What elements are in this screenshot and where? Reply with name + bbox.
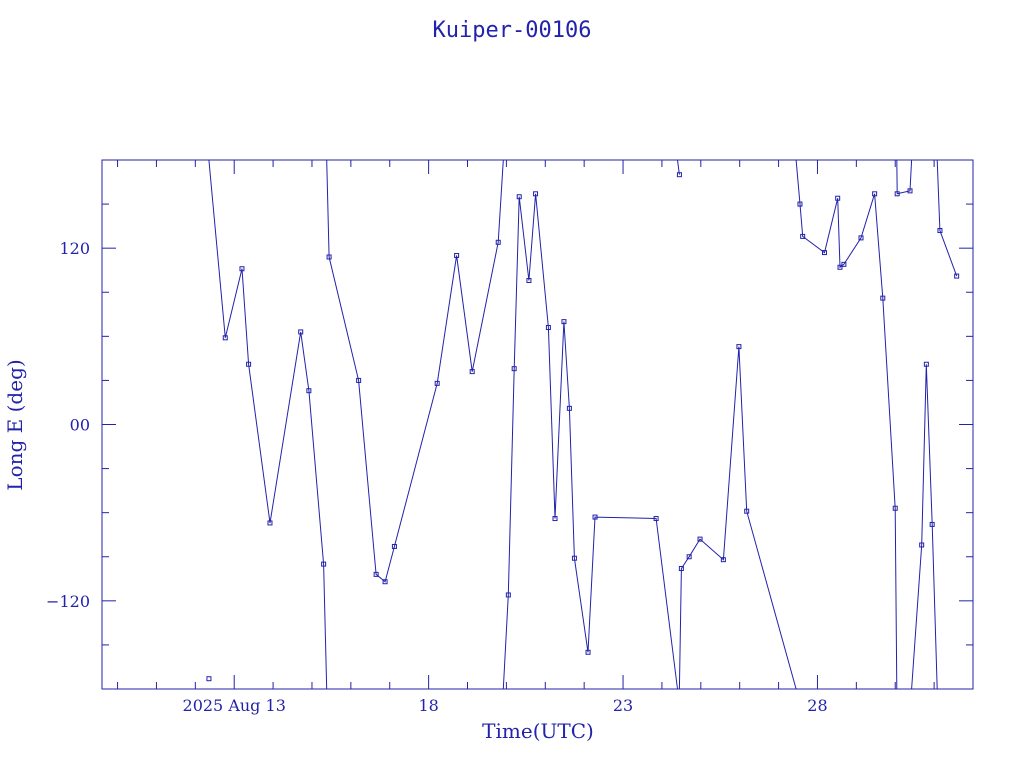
x-tick-label: 18 — [418, 696, 438, 715]
data-point — [246, 361, 252, 367]
data-point — [267, 520, 273, 526]
data-point — [545, 325, 551, 331]
data-point — [937, 228, 943, 234]
data-point — [373, 571, 379, 577]
data-point — [720, 557, 726, 563]
data-point — [676, 172, 682, 178]
x-axis-label: Time(UTC) — [482, 719, 594, 743]
series-line-8 — [936, 159, 958, 277]
data-point — [356, 377, 362, 383]
data-point — [222, 335, 228, 341]
data-point — [744, 508, 750, 514]
y-tick-label: 120 — [59, 239, 90, 258]
data-point — [821, 250, 827, 256]
data-point — [206, 676, 212, 682]
data-point — [736, 344, 742, 350]
series-line-2 — [502, 193, 678, 690]
data-point — [923, 361, 929, 367]
plot-frame — [101, 159, 974, 690]
series-line-1 — [326, 159, 504, 583]
series-line-7 — [911, 364, 938, 690]
data-point — [697, 536, 703, 542]
y-tick-label: 00 — [70, 416, 90, 435]
data-point — [686, 554, 692, 560]
x-tick-label: 23 — [613, 696, 633, 715]
data-point — [797, 201, 803, 207]
data-point — [505, 592, 511, 598]
data-point — [526, 277, 532, 283]
data-point — [533, 191, 539, 197]
data-point — [872, 191, 878, 197]
data-point — [454, 253, 460, 259]
x-tick-label: 28 — [807, 696, 827, 715]
data-point — [800, 233, 806, 239]
data-point — [571, 555, 577, 561]
data-point — [434, 380, 440, 386]
data-point — [678, 566, 684, 572]
data-point — [919, 542, 925, 548]
series-line-4 — [678, 346, 797, 690]
axis-tick-labels: 2025 Aug 13 18 23 28 120 00 −120 — [46, 239, 828, 715]
data-markers — [206, 172, 960, 682]
data-point — [858, 235, 864, 241]
data-point — [929, 521, 935, 527]
data-point — [469, 369, 475, 375]
data-point — [306, 388, 312, 394]
data-point — [239, 266, 245, 272]
y-axis-label: Long E (deg) — [3, 359, 27, 490]
data-point — [382, 579, 388, 585]
series-line-5 — [795, 159, 898, 690]
data-point — [516, 194, 522, 200]
data-point — [892, 505, 898, 511]
y-tick-label: −120 — [46, 592, 90, 611]
axis-ticks — [102, 160, 973, 689]
series-line-0 — [208, 159, 328, 690]
data-point — [298, 329, 304, 335]
data-point — [552, 516, 558, 522]
series-line-6 — [896, 159, 913, 195]
chart-title: Kuiper-00106 — [433, 18, 592, 43]
data-point — [653, 516, 659, 522]
data-point — [592, 514, 598, 520]
data-series — [208, 159, 958, 690]
data-point — [954, 273, 960, 279]
data-point — [894, 191, 900, 197]
data-point — [880, 295, 886, 301]
data-point — [391, 543, 397, 549]
data-point — [566, 405, 572, 411]
data-point — [511, 366, 517, 372]
data-point — [321, 561, 327, 567]
data-point — [326, 254, 332, 260]
data-point — [907, 188, 913, 194]
data-point — [585, 649, 591, 655]
x-tick-label: 2025 Aug 13 — [183, 696, 286, 715]
data-point — [495, 239, 501, 245]
data-point — [837, 264, 843, 270]
data-point — [561, 319, 567, 325]
data-point — [835, 195, 841, 201]
data-point — [841, 261, 847, 267]
